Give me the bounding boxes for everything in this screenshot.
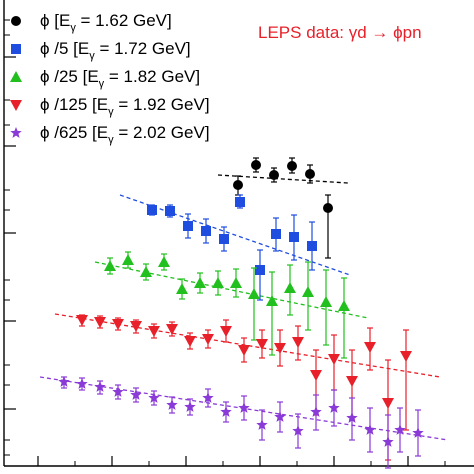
data-point	[166, 399, 178, 410]
data-point	[346, 376, 358, 387]
data-point	[230, 277, 242, 288]
data-point	[112, 319, 124, 330]
data-point	[238, 402, 250, 413]
data-point	[307, 241, 317, 251]
legend-entry-2: ϕ /5 [Eγ = 1.72 GeV]	[11, 39, 191, 62]
legend-marker	[10, 71, 22, 82]
data-point	[148, 392, 160, 403]
data-point	[76, 378, 88, 389]
data-point	[292, 425, 304, 436]
data-point	[323, 203, 333, 213]
data-point	[248, 288, 260, 299]
data-point	[292, 337, 304, 348]
axes	[3, 0, 474, 467]
data-point	[346, 412, 358, 423]
data-point	[338, 300, 350, 311]
data-point	[130, 321, 142, 332]
data-point	[94, 317, 106, 328]
data-point	[289, 232, 299, 242]
data-point	[194, 277, 206, 288]
data-point	[305, 169, 315, 179]
data-point	[184, 401, 196, 412]
data-point	[287, 161, 297, 171]
chart-annotation: LEPS data: γd → ϕpn	[258, 23, 422, 42]
data-point	[394, 424, 406, 435]
data-point	[122, 254, 134, 265]
data-point	[302, 286, 314, 297]
data-point	[382, 398, 394, 409]
series-2	[147, 194, 317, 301]
data-point	[310, 406, 322, 417]
series-3	[104, 251, 350, 359]
data-point	[233, 180, 243, 190]
data-point	[140, 266, 152, 277]
data-point	[412, 427, 424, 438]
data-point	[58, 376, 70, 387]
data-point	[235, 197, 245, 207]
fit-line-2	[119, 194, 351, 276]
data-point	[104, 260, 116, 271]
data-point	[184, 336, 196, 347]
data-point	[166, 324, 178, 335]
data-point	[76, 315, 88, 326]
data-point	[238, 345, 250, 356]
data-point	[130, 389, 142, 400]
data-point	[266, 295, 278, 306]
data-point	[328, 354, 340, 365]
legend-label: ϕ /625 [Eγ = 2.02 GeV]	[40, 123, 210, 146]
data-point	[147, 205, 157, 215]
data-point	[269, 170, 279, 180]
data-point	[320, 296, 332, 307]
series-1	[233, 157, 333, 259]
data-point	[364, 342, 376, 353]
legend-label: ϕ [Eγ = 1.62 GeV]	[40, 11, 172, 34]
data-point	[183, 221, 193, 231]
data-point	[165, 206, 175, 216]
legend: ϕ [Eγ = 1.62 GeV] ϕ /5 [Eγ = 1.72 GeV] ϕ /…	[10, 11, 210, 146]
data-point	[256, 339, 268, 350]
series-4	[76, 314, 412, 461]
data-point	[202, 392, 214, 403]
legend-entry-3: ϕ /25 [Eγ = 1.82 GeV]	[10, 67, 200, 90]
data-point	[220, 326, 232, 337]
data-points	[58, 157, 424, 469]
legend-entry-4: ϕ /125 [Eγ = 1.92 GeV]	[10, 95, 210, 118]
legend-label: ϕ /125 [Eγ = 1.92 GeV]	[40, 95, 210, 118]
data-point	[176, 283, 188, 294]
series-5	[58, 376, 424, 469]
data-point	[94, 381, 106, 392]
data-point	[255, 265, 265, 275]
data-point	[202, 334, 214, 345]
legend-label: ϕ /25 [Eγ = 1.82 GeV]	[40, 67, 200, 90]
fit-line-3	[94, 261, 369, 319]
legend-entry-1: ϕ [Eγ = 1.62 GeV]	[11, 11, 172, 34]
legend-marker	[10, 100, 22, 111]
data-point	[328, 402, 340, 413]
legend-label: ϕ /5 [Eγ = 1.72 GeV]	[40, 39, 191, 62]
data-point	[274, 343, 286, 354]
data-point	[400, 351, 412, 362]
data-point	[201, 226, 211, 236]
data-point	[284, 282, 296, 293]
legend-marker	[11, 44, 21, 54]
data-point	[271, 229, 281, 239]
data-point	[382, 436, 394, 447]
data-point	[112, 386, 124, 397]
data-point	[274, 411, 286, 422]
data-point	[251, 160, 261, 170]
data-point	[158, 256, 170, 267]
legend-marker	[10, 127, 22, 138]
data-point	[220, 406, 232, 417]
data-point	[364, 424, 376, 435]
data-point	[310, 370, 322, 381]
data-point	[212, 277, 224, 288]
data-point	[219, 234, 229, 244]
legend-marker	[11, 16, 21, 26]
data-point	[256, 419, 268, 430]
legend-entry-5: ϕ /625 [Eγ = 2.02 GeV]	[10, 123, 210, 146]
data-point	[148, 326, 160, 337]
